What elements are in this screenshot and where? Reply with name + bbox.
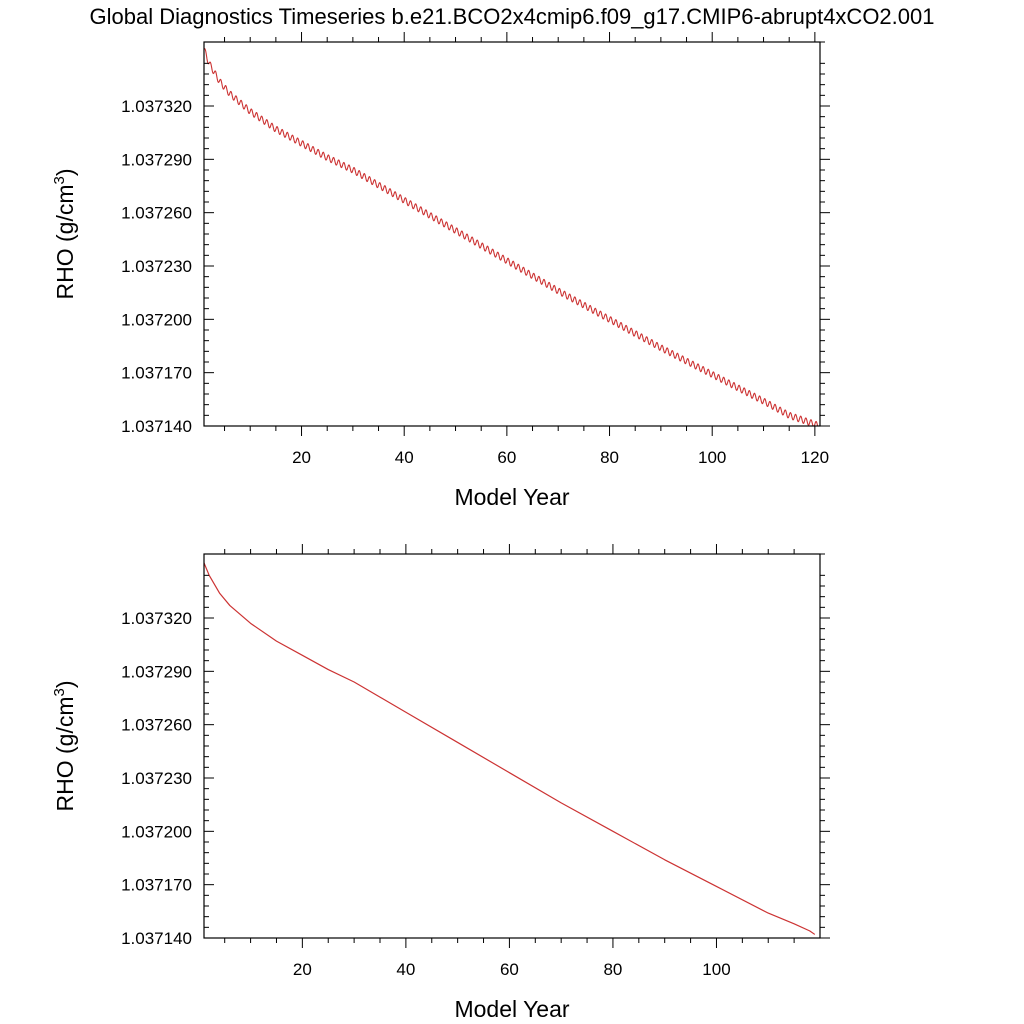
series-layer	[203, 562, 816, 935]
plot-frame	[203, 553, 821, 939]
y-tick-label: 1.037230	[121, 769, 192, 788]
x-tick-label: 80	[600, 448, 619, 467]
x-tick-label: 40	[395, 448, 414, 467]
y-tick-label: 1.037320	[121, 97, 192, 116]
y-axis-label-suffix: )	[52, 168, 78, 176]
panel-annual: 20 40 60 80 100 1.037140 1.037170 1.037200 1.037…	[51, 544, 830, 1022]
figure-title: Global Diagnostics Timeseries b.e21.BCO2…	[90, 4, 935, 29]
y-axis-label-suffix: )	[52, 680, 78, 688]
x-tick-label: 80	[603, 960, 622, 979]
y-axis-label-superscript: 3	[51, 176, 68, 184]
series-layer	[203, 48, 821, 427]
x-tick-label: 100	[698, 448, 726, 467]
y-tick-label: 1.037200	[121, 310, 192, 329]
y-axis-label-superscript: 3	[51, 688, 68, 696]
y-axis-label: RHO (g/cm3)	[51, 168, 78, 299]
y-tick-label: 1.037170	[121, 364, 192, 383]
x-tick-label: 20	[292, 448, 311, 467]
y-tick-label: 1.037290	[121, 150, 192, 169]
y-tick-label: 1.037230	[121, 257, 192, 276]
y-tick-label: 1.037170	[121, 876, 192, 895]
x-tick-label: 100	[702, 960, 730, 979]
tick-layer: 20 40 60 80 100 1.037140 1.037170 1.037200 1.037…	[121, 544, 830, 979]
x-axis-label: Model Year	[454, 996, 569, 1022]
y-tick-label: 1.037200	[121, 822, 192, 841]
series-line-0	[203, 562, 816, 935]
x-tick-label: 60	[500, 960, 519, 979]
y-axis-label: RHO (g/cm3)	[51, 680, 78, 811]
y-tick-label: 1.037140	[121, 417, 192, 436]
y-tick-label: 1.037260	[121, 204, 192, 223]
y-axis-label-text: RHO (g/cm	[52, 697, 78, 812]
x-tick-label: 40	[396, 960, 415, 979]
y-tick-label: 1.037260	[121, 716, 192, 735]
x-axis-label: Model Year	[454, 484, 569, 510]
x-tick-label: 60	[497, 448, 516, 467]
panel-monthly: 20 40 60 80 100 120 1.037140 1.037170 1.037200 1.…	[51, 32, 830, 510]
y-tick-label: 1.037140	[121, 929, 192, 948]
plot-frame	[203, 41, 821, 427]
series-line-0	[203, 48, 821, 427]
x-tick-label: 120	[801, 448, 829, 467]
y-tick-label: 1.037290	[121, 662, 192, 681]
x-tick-label: 20	[293, 960, 312, 979]
y-tick-label: 1.037320	[121, 609, 192, 628]
y-axis-label-text: RHO (g/cm	[52, 185, 78, 300]
tick-layer: 20 40 60 80 100 120 1.037140 1.037170 1.037200 1.…	[121, 32, 830, 467]
